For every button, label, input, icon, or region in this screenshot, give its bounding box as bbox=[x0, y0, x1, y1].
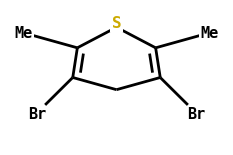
Text: Br: Br bbox=[187, 107, 205, 122]
Text: Br: Br bbox=[28, 107, 46, 122]
Text: Me: Me bbox=[200, 26, 218, 41]
Text: Me: Me bbox=[15, 26, 33, 41]
Text: S: S bbox=[112, 16, 121, 31]
